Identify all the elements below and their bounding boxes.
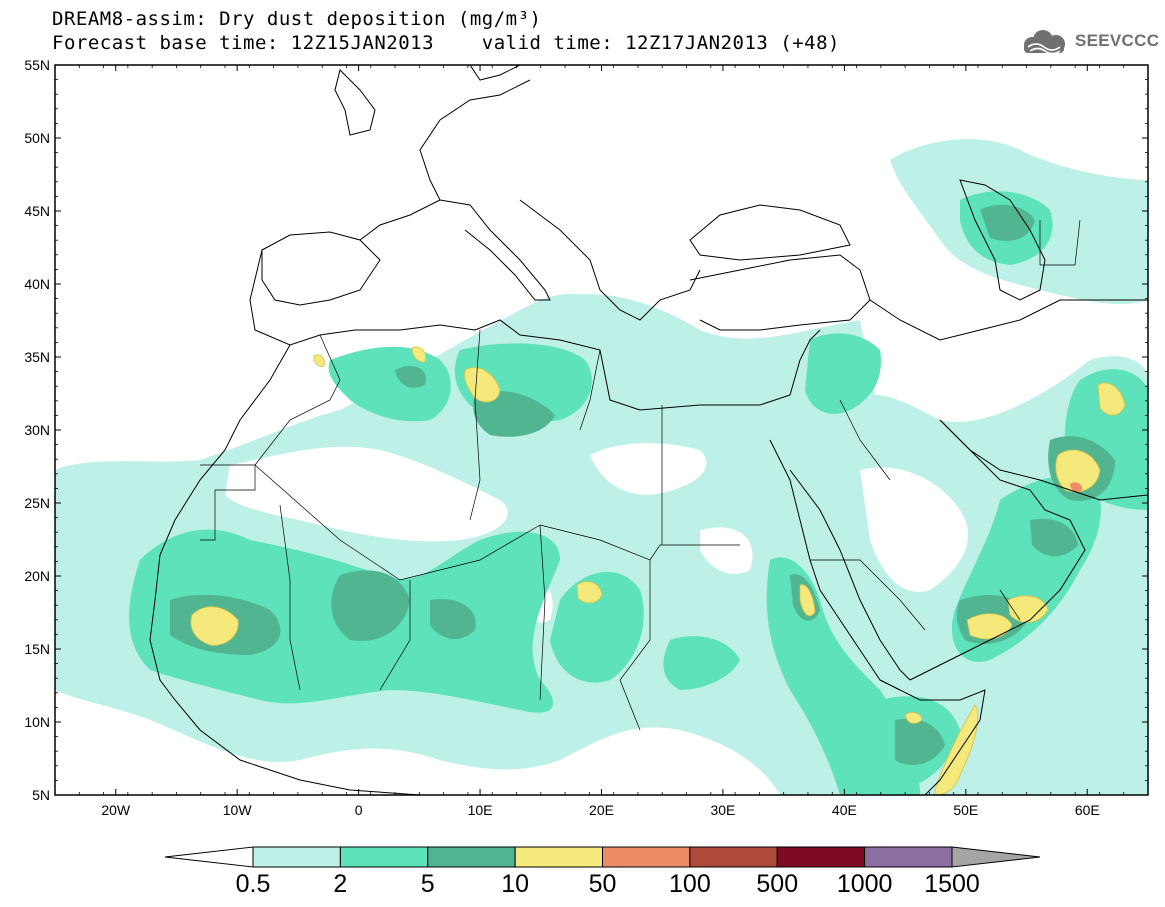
lon-tick-label: 20E xyxy=(589,802,614,818)
colorbar-box xyxy=(339,846,429,868)
lat-tick-label: 50N xyxy=(24,130,50,146)
dust-level-10 xyxy=(190,346,1126,795)
lat-tick-label: 40N xyxy=(24,276,50,292)
lat-tick-label: 10N xyxy=(24,714,50,730)
colorbar-box xyxy=(689,846,778,868)
forecast-time-subtitle: Forecast base time: 12Z15JAN2013 valid t… xyxy=(52,32,840,54)
lat-tick-label: 45N xyxy=(24,203,50,219)
colorbar-box xyxy=(427,846,516,868)
colorbar-label: 100 xyxy=(669,870,711,898)
political-borders xyxy=(200,219,1081,731)
lon-tick-label: 0 xyxy=(355,802,363,818)
lat-tick-label: 25N xyxy=(24,495,50,511)
colorbar xyxy=(164,846,1041,868)
cloud-logo-icon xyxy=(1024,30,1065,55)
axis-ticks xyxy=(54,64,1149,796)
latitude-labels: 55N 50N 45N 40N 35N 30N 25N 20N 15N 10N 5N xyxy=(24,57,50,803)
colorbar-label: 1000 xyxy=(837,870,893,898)
lat-tick-label: 20N xyxy=(24,568,50,584)
colorbar-box xyxy=(514,846,603,868)
lat-tick-label: 35N xyxy=(24,349,50,365)
colorbar-labels: 0.5 2 5 10 50 100 500 1000 1500 xyxy=(236,870,980,898)
colorbar-high-triangle xyxy=(951,846,1041,868)
colorbar-label: 2 xyxy=(333,870,347,898)
lat-tick-label: 5N xyxy=(32,787,50,803)
lon-tick-label: 40E xyxy=(832,802,857,818)
lat-tick-label: 30N xyxy=(24,422,50,438)
lon-tick-label: 10W xyxy=(223,802,253,818)
dust-level-50 xyxy=(1070,482,1083,492)
colorbar-low-triangle xyxy=(164,846,254,868)
map-title: DREAM8-assim: Dry dust deposition (mg/m³… xyxy=(52,8,542,30)
lon-tick-label: 10E xyxy=(468,802,493,818)
colorbar-box xyxy=(776,846,866,868)
colorbar-label: 0.5 xyxy=(236,870,271,898)
lon-tick-label: 20W xyxy=(101,802,131,818)
coastlines xyxy=(149,65,1148,795)
lon-tick-label: 30E xyxy=(710,802,735,818)
colorbar-box xyxy=(864,846,953,868)
colorbar-box xyxy=(602,846,691,868)
colorbar-label: 1500 xyxy=(924,870,980,898)
logo-text: SEEVCCC xyxy=(1075,31,1160,50)
colorbar-label: 5 xyxy=(421,870,435,898)
colorbar-label: 10 xyxy=(501,870,529,898)
dust-field xyxy=(55,139,1148,795)
dust-gaps xyxy=(225,443,969,623)
colorbar-box xyxy=(252,846,341,868)
colorbar-label: 500 xyxy=(756,870,798,898)
colorbar-label: 50 xyxy=(589,870,617,898)
longitude-labels: 20W 10W 0 10E 20E 30E 40E 50E 60E xyxy=(101,802,1099,818)
lat-tick-label: 55N xyxy=(24,57,50,73)
lon-tick-label: 50E xyxy=(953,802,978,818)
lon-tick-label: 60E xyxy=(1075,802,1100,818)
lat-tick-label: 15N xyxy=(24,641,50,657)
